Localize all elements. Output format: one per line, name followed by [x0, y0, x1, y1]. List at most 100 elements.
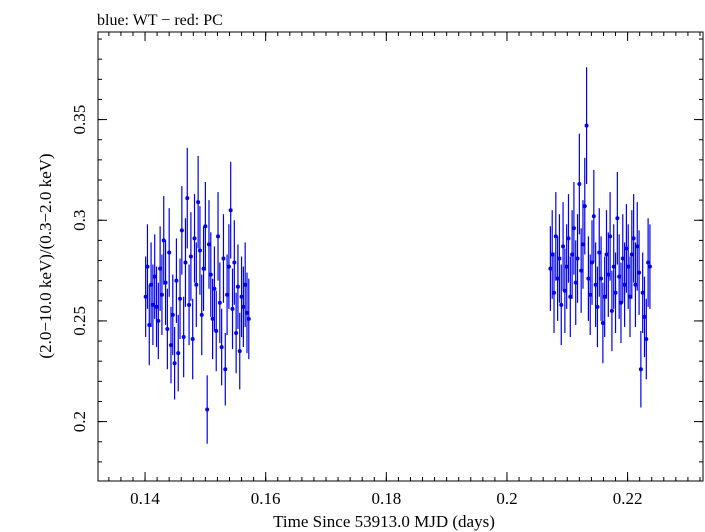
data-point: [232, 260, 237, 265]
data-point: [212, 286, 217, 291]
data-point: [225, 292, 230, 297]
data-point: [622, 282, 627, 287]
data-point: [633, 282, 638, 287]
y-tick-label: 0.35: [70, 105, 89, 135]
data-point: [158, 266, 163, 271]
data-point: [237, 349, 242, 354]
data-point: [172, 361, 177, 366]
chart-title: blue: WT − red: PC: [97, 12, 223, 29]
data-point: [145, 264, 150, 269]
data-point: [561, 244, 566, 249]
data-point: [577, 182, 582, 187]
x-tick-label: 0.14: [130, 489, 160, 508]
y-axis: 0.2 0.25 0.3 0.35: [70, 38, 703, 463]
data-points: [143, 67, 652, 444]
data-point: [588, 292, 593, 297]
data-point: [219, 345, 224, 350]
data-point: [599, 276, 604, 281]
data-point: [235, 284, 240, 289]
data-point: [244, 310, 249, 315]
data-point: [147, 322, 152, 327]
data-point: [241, 304, 246, 309]
data-point: [234, 331, 239, 336]
data-point: [566, 236, 571, 241]
data-point: [216, 234, 221, 239]
data-point: [628, 294, 633, 299]
data-point: [562, 288, 567, 293]
data-point: [564, 264, 569, 269]
data-point: [163, 280, 168, 285]
data-point: [611, 264, 616, 269]
data-point: [246, 316, 251, 321]
data-point: [552, 290, 557, 295]
data-point: [557, 256, 562, 261]
data-point: [214, 328, 219, 333]
y-tick-label: 0.2: [70, 411, 89, 432]
data-point: [573, 280, 578, 285]
data-point: [188, 254, 193, 259]
data-point: [223, 367, 228, 372]
data-point: [646, 260, 651, 265]
data-point: [178, 296, 183, 301]
data-point: [584, 123, 589, 128]
data-point: [631, 236, 636, 241]
y-tick-label: 0.25: [70, 306, 89, 336]
data-point: [217, 300, 222, 305]
data-point: [640, 290, 645, 295]
data-point: [239, 294, 244, 299]
data-point: [608, 234, 613, 239]
data-point: [194, 282, 199, 287]
data-point: [555, 276, 560, 281]
data-point: [613, 290, 618, 295]
data-point: [190, 337, 195, 342]
data-point: [221, 256, 226, 261]
data-point: [624, 246, 629, 251]
data-point: [568, 294, 573, 299]
x-axis: 0.14 0.16 0.18 0.2 0.22: [108, 32, 701, 508]
data-point: [609, 308, 614, 313]
data-point: [626, 264, 631, 269]
data-point: [208, 272, 213, 277]
data-point: [203, 224, 208, 229]
data-point: [150, 302, 155, 307]
data-point: [593, 282, 598, 287]
data-point: [550, 252, 555, 257]
data-point: [154, 304, 159, 309]
data-point: [187, 302, 192, 307]
data-point: [580, 242, 585, 247]
data-point: [228, 208, 233, 213]
data-point: [579, 268, 584, 273]
x-tick-label: 0.16: [251, 489, 281, 508]
data-point: [159, 292, 164, 297]
data-point: [149, 282, 154, 287]
data-point: [647, 264, 652, 269]
data-point: [243, 282, 248, 287]
data-point: [600, 320, 605, 325]
data-point: [143, 294, 148, 299]
data-point: [230, 306, 235, 311]
data-point: [196, 200, 201, 205]
data-point: [152, 274, 157, 279]
data-point: [571, 226, 576, 231]
data-point: [176, 351, 181, 356]
data-point: [156, 318, 161, 323]
data-point: [559, 302, 564, 307]
data-point: [637, 270, 642, 275]
data-point: [590, 260, 595, 265]
data-point: [620, 256, 625, 261]
data-point: [201, 266, 206, 271]
x-tick-label: 0.18: [371, 489, 401, 508]
data-point: [644, 337, 649, 342]
data-point: [167, 250, 172, 255]
data-point: [604, 252, 609, 257]
data-point: [181, 335, 186, 340]
data-point: [586, 276, 591, 281]
data-point: [174, 278, 179, 283]
data-point: [553, 234, 558, 239]
x-tick-label: 0.2: [496, 489, 517, 508]
data-point: [618, 300, 623, 305]
data-point: [197, 248, 202, 253]
data-point: [210, 316, 215, 321]
data-point: [226, 264, 231, 269]
